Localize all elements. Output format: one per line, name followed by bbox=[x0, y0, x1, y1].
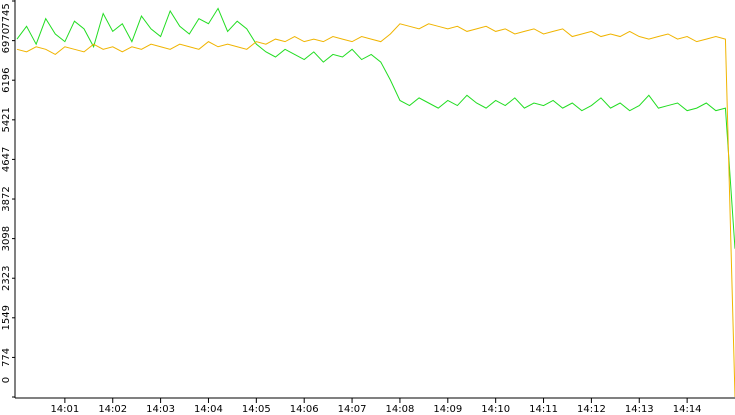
x-tick-label: 14:10 bbox=[481, 404, 510, 415]
series-line bbox=[16, 7, 735, 249]
y-tick-label: 0 bbox=[1, 377, 12, 383]
y-tick-label: 4647 bbox=[1, 147, 12, 172]
x-tick-label: 14:12 bbox=[577, 404, 606, 415]
x-tick-label: 14:13 bbox=[625, 404, 654, 415]
x-tick-label: 14:06 bbox=[290, 404, 319, 415]
x-tick-label: 14:09 bbox=[433, 404, 462, 415]
x-tick-label: 14:02 bbox=[98, 404, 127, 415]
x-tick-label: 14:01 bbox=[50, 404, 79, 415]
y-tick-label: 7745 bbox=[1, 3, 12, 28]
y-tick-label: 6970 bbox=[1, 28, 12, 53]
series-line bbox=[16, 23, 735, 398]
y-tick-label: 3872 bbox=[1, 186, 12, 211]
y-tick-label: 3098 bbox=[1, 226, 12, 251]
x-tick-label: 14:07 bbox=[338, 404, 367, 415]
x-tick-label: 14:05 bbox=[242, 404, 271, 415]
x-tick-label: 14:03 bbox=[146, 404, 175, 415]
x-tick-label: 14:14 bbox=[673, 404, 702, 415]
x-tick-label: 14:08 bbox=[386, 404, 415, 415]
x-tick-label: 14:04 bbox=[194, 404, 223, 415]
y-tick-label: 2323 bbox=[1, 265, 12, 290]
y-tick-label: 1549 bbox=[1, 305, 12, 330]
y-tick-label: 6196 bbox=[1, 67, 12, 92]
y-tick-label: 5421 bbox=[1, 107, 12, 132]
y-tick-label: 774 bbox=[1, 348, 12, 367]
x-tick-label: 14:11 bbox=[529, 404, 558, 415]
